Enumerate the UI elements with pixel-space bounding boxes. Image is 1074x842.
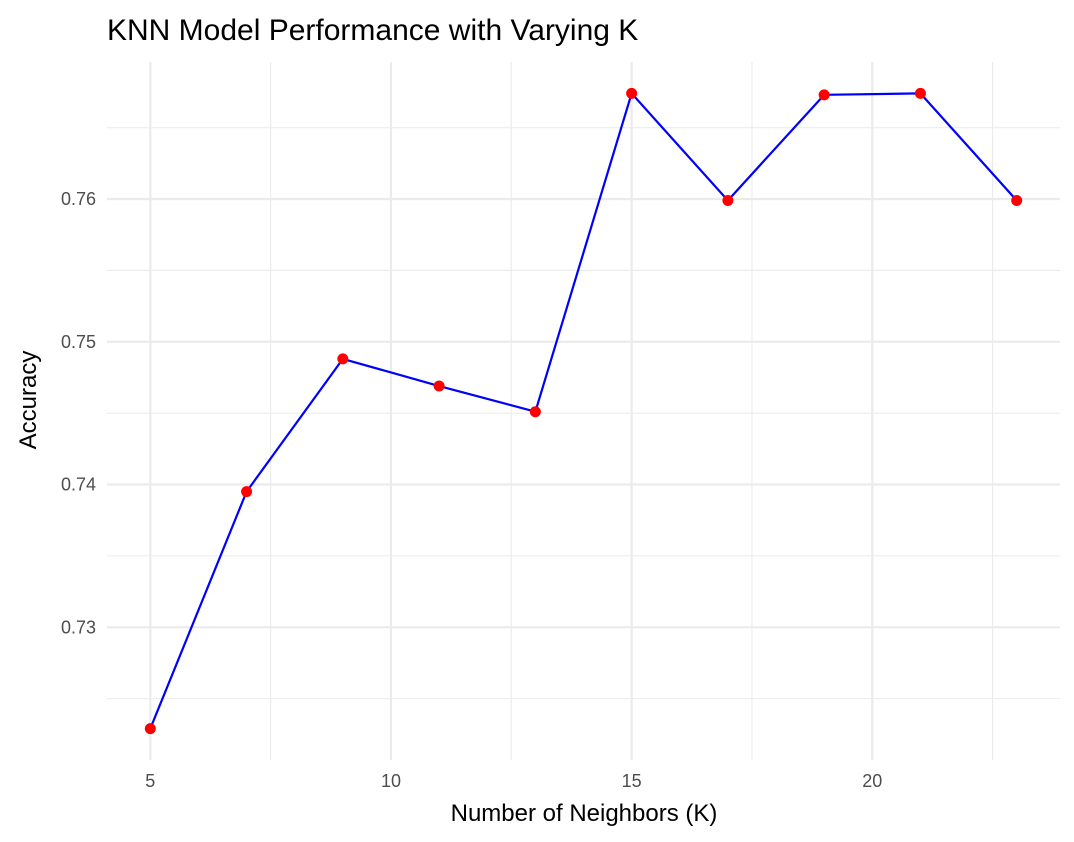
- y-tick-label: 0.76: [61, 189, 96, 209]
- y-axis-title: Accuracy: [15, 351, 42, 450]
- data-point: [241, 486, 253, 498]
- chart-title: KNN Model Performance with Varying K: [107, 14, 638, 47]
- data-point: [818, 89, 830, 101]
- series-line: [149, 92, 1018, 730]
- data-point: [144, 723, 156, 735]
- grid: [107, 62, 1060, 760]
- y-tick-label: 0.73: [61, 617, 96, 637]
- x-tick-label: 5: [145, 771, 155, 791]
- x-tick-label: 15: [622, 771, 642, 791]
- data-point: [626, 87, 638, 99]
- data-point: [433, 380, 445, 392]
- data-point: [722, 194, 734, 206]
- data-point: [1011, 194, 1023, 206]
- tick-labels: 5 10 15 20 0.73 0.74 0.75 0.76: [61, 189, 882, 791]
- x-axis-title: Number of Neighbors (K): [451, 800, 718, 827]
- x-tick-label: 20: [862, 771, 882, 791]
- y-tick-label: 0.75: [61, 332, 96, 352]
- y-tick-label: 0.74: [61, 475, 96, 495]
- data-point: [914, 87, 926, 99]
- data-point: [529, 406, 541, 418]
- series: [144, 87, 1023, 735]
- data-point: [337, 353, 349, 365]
- x-tick-label: 10: [381, 771, 401, 791]
